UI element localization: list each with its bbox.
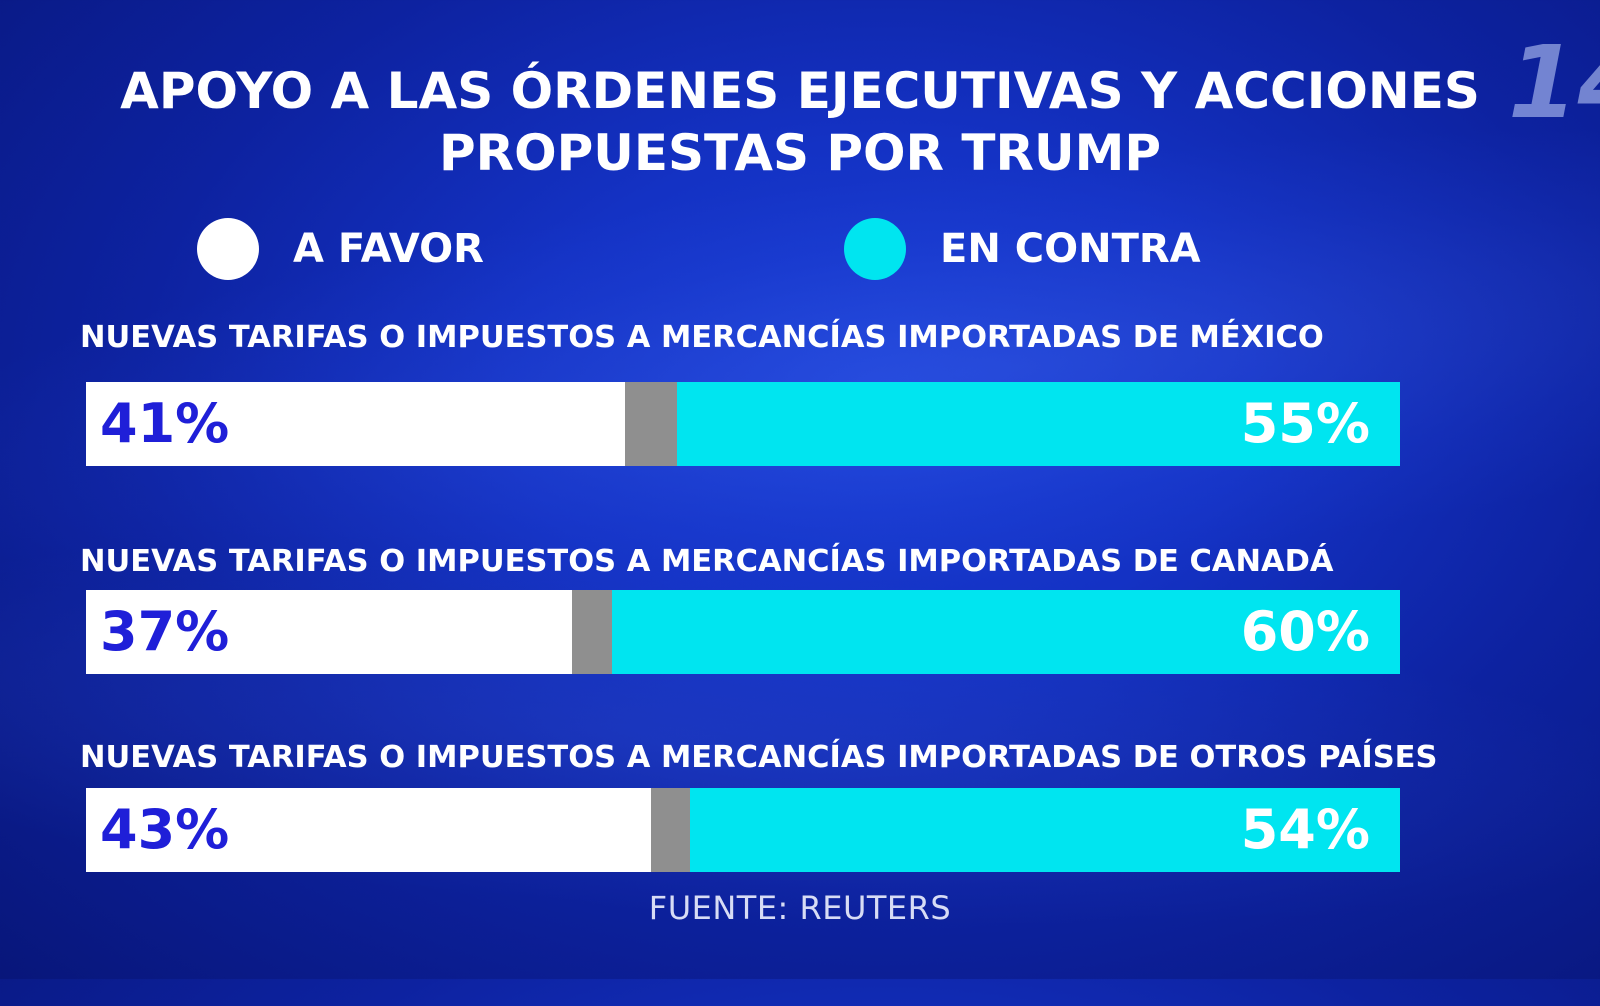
bar-row-canada: 37% 60%	[86, 590, 1400, 674]
bar-segment-en-contra-canada	[611, 590, 1400, 674]
chart-title-line-1: APOYO A LAS ÓRDENES EJECUTIVAS Y ACCIONE…	[120, 62, 1480, 120]
source-note: FUENTE: REUTERS	[648, 889, 952, 927]
bar-segment-a-favor-otros-paises	[86, 788, 652, 872]
data-label-en-contra-canada: 60%	[1240, 600, 1370, 663]
channel-logo: 14	[1508, 28, 1600, 138]
data-label-a-favor-mexico: 41%	[100, 392, 230, 455]
data-label-en-contra-otros-paises: 54%	[1240, 798, 1370, 861]
bar-segment-en-contra-otros-paises	[690, 788, 1400, 872]
bar-segment-resto-otros-paises	[651, 788, 691, 872]
bar-row-mexico: 41% 55%	[86, 382, 1400, 466]
question-label-otros-paises: NUEVAS TARIFAS O IMPUESTOS A MERCANCÍAS …	[80, 740, 1438, 775]
question-label-canada: NUEVAS TARIFAS O IMPUESTOS A MERCANCÍAS …	[80, 544, 1334, 579]
legend-label-en-contra: EN CONTRA	[940, 226, 1201, 272]
chart-title-line-2: PROPUESTAS POR TRUMP	[438, 124, 1162, 182]
data-label-en-contra-mexico: 55%	[1240, 392, 1370, 455]
question-label-mexico: NUEVAS TARIFAS O IMPUESTOS A MERCANCÍAS …	[80, 320, 1324, 355]
legend-dot-a-favor	[197, 218, 259, 280]
bar-segment-resto-mexico	[624, 382, 678, 466]
bar-segment-a-favor-canada	[86, 590, 573, 674]
bar-row-otros-paises: 43% 54%	[86, 788, 1400, 872]
data-label-a-favor-otros-paises: 43%	[100, 798, 230, 861]
legend-label-a-favor: A FAVOR	[293, 226, 484, 272]
bar-segment-en-contra-mexico	[677, 382, 1400, 466]
bar-segment-a-favor-mexico	[86, 382, 625, 466]
data-label-a-favor-canada: 37%	[100, 600, 230, 663]
legend-dot-en-contra	[844, 218, 906, 280]
bar-segment-resto-canada	[572, 590, 612, 674]
